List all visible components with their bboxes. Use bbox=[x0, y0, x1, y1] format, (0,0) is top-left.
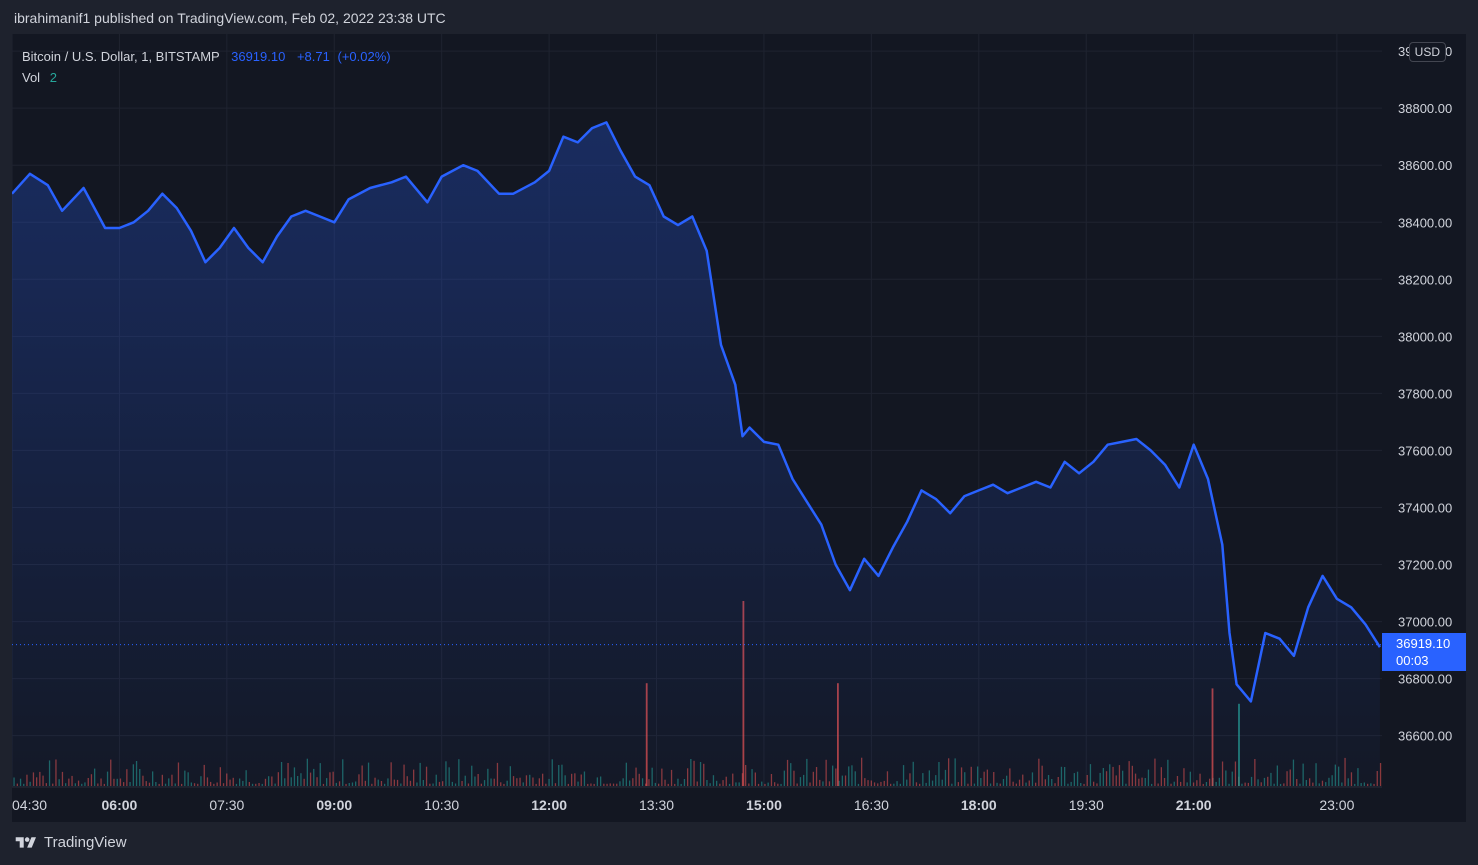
tradingview-logo[interactable]: TradingView bbox=[14, 834, 127, 851]
legend-change-pct: (+0.02%) bbox=[337, 49, 391, 64]
price-tick-label: 37000.00 bbox=[1398, 615, 1452, 630]
price-tick-label: 37200.00 bbox=[1398, 558, 1452, 573]
last-price-tag: 36919.10 00:03 bbox=[1382, 633, 1466, 671]
footer-brand: TradingView bbox=[44, 834, 127, 851]
legend-price: 36919.10 bbox=[231, 49, 286, 64]
symbol-title[interactable]: Bitcoin / U.S. Dollar, 1, BITSTAMP bbox=[22, 49, 220, 64]
price-tick-label: 36600.00 bbox=[1398, 729, 1452, 744]
volume-row: Vol 2 bbox=[22, 67, 391, 88]
price-line bbox=[12, 121, 1381, 703]
time-tick-label: 10:30 bbox=[424, 797, 459, 813]
time-tick-label: 06:00 bbox=[102, 797, 138, 813]
price-tick-label: 38200.00 bbox=[1398, 272, 1452, 287]
publish-info: ibrahimanif1 published on TradingView.co… bbox=[14, 10, 446, 26]
time-tick-label: 18:00 bbox=[961, 797, 997, 813]
price-tick-label: 37400.00 bbox=[1398, 500, 1452, 515]
time-tick-label: 04:30 bbox=[12, 797, 47, 813]
time-tick-label: 16:30 bbox=[854, 797, 889, 813]
time-tick-label: 13:30 bbox=[639, 797, 674, 813]
volume-value: 2 bbox=[49, 70, 57, 85]
time-tick-label: 23:00 bbox=[1319, 797, 1354, 813]
currency-button[interactable]: USD bbox=[1408, 42, 1446, 62]
bar-countdown: 00:03 bbox=[1396, 653, 1429, 668]
price-tick-label: 38600.00 bbox=[1398, 158, 1452, 173]
price-tick-label: 37600.00 bbox=[1398, 443, 1452, 458]
last-price-value: 36919.10 bbox=[1396, 636, 1451, 651]
time-tick-label: 15:00 bbox=[746, 797, 782, 813]
time-tick-label: 21:00 bbox=[1176, 797, 1212, 813]
chart-area[interactable]: 39000.0038800.0038600.0038400.0038200.00… bbox=[12, 34, 1466, 822]
price-tick-label: 36800.00 bbox=[1398, 672, 1452, 687]
price-tick-label: 38400.00 bbox=[1398, 215, 1452, 230]
time-tick-label: 12:00 bbox=[531, 797, 567, 813]
price-tick-label: 38000.00 bbox=[1398, 329, 1452, 344]
price-tick-label: 37800.00 bbox=[1398, 386, 1452, 401]
price-area-fill bbox=[12, 122, 1380, 787]
time-tick-label: 07:30 bbox=[209, 797, 244, 813]
chart-canvas[interactable]: 39000.0038800.0038600.0038400.0038200.00… bbox=[12, 34, 1466, 822]
chart-legend: Bitcoin / U.S. Dollar, 1, BITSTAMP 36919… bbox=[22, 46, 391, 88]
symbol-row: Bitcoin / U.S. Dollar, 1, BITSTAMP 36919… bbox=[22, 46, 391, 67]
price-tick-label: 38800.00 bbox=[1398, 101, 1452, 116]
volume-bar bbox=[1379, 763, 1382, 786]
time-tick-label: 09:00 bbox=[316, 797, 352, 813]
time-axis[interactable]: 04:30 06:00 07:30 09:00 10:30 12:00 13:30 15:00… bbox=[12, 797, 1355, 813]
time-tick-label: 19:30 bbox=[1069, 797, 1104, 813]
price-axis[interactable]: 39000.0038800.0038600.0038400.0038200.00… bbox=[1398, 44, 1452, 744]
volume-label[interactable]: Vol bbox=[22, 70, 41, 85]
legend-change: +8.71 bbox=[296, 49, 330, 64]
tradingview-logo-icon bbox=[15, 836, 36, 848]
